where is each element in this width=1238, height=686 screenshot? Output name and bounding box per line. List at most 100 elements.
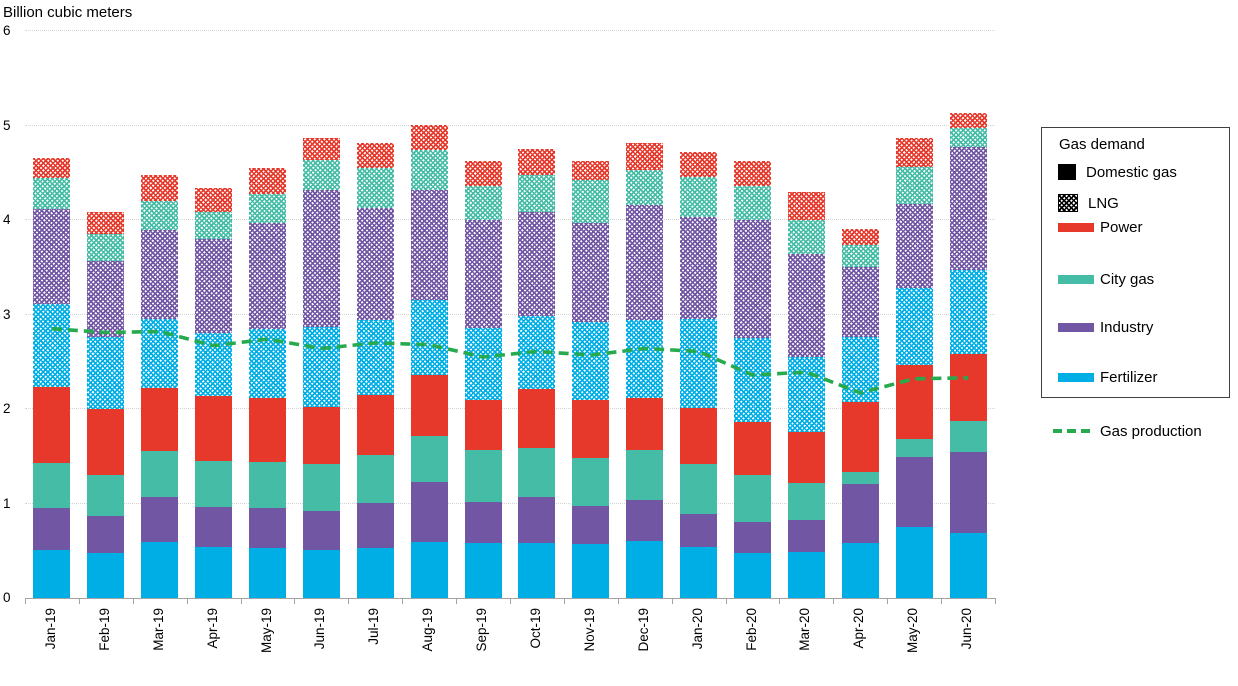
x-axis-tick <box>348 598 350 604</box>
segment-power <box>841 402 879 473</box>
gridline <box>25 408 995 409</box>
bar-Aug-19 <box>410 31 448 598</box>
segment-industry-lng <box>87 260 125 338</box>
legend-item-domestic-gas: Domestic gas <box>1058 164 1177 181</box>
segment-industry <box>410 481 448 543</box>
y-axis-tick-label: 6 <box>3 23 11 38</box>
segment-city-gas <box>464 449 502 502</box>
bar-Sep-19 <box>464 31 502 598</box>
segment-fertilizer-lng <box>680 319 718 409</box>
segment-fertilizer <box>680 547 718 598</box>
legend-item-industry: Industry <box>1058 318 1154 336</box>
segment-city-gas-lng <box>356 168 394 208</box>
legend-label: Industry <box>1100 318 1154 336</box>
segment-fertilizer-lng <box>572 322 610 400</box>
x-axis-tick <box>510 598 511 604</box>
y-axis-tick-label: 4 <box>3 212 11 227</box>
x-axis-label: Jan-20 <box>689 608 705 650</box>
gridline <box>25 313 995 315</box>
bar-Feb-19 <box>87 31 125 598</box>
segment-city-gas <box>734 475 771 522</box>
segment-city-gas-lng <box>518 174 556 213</box>
segment-power-lng <box>410 124 448 151</box>
gridline <box>25 219 995 220</box>
segment-city-gas-lng <box>680 176 718 218</box>
segment-power-lng <box>949 113 987 129</box>
x-axis-tick <box>294 598 296 604</box>
segment-city-gas-lng <box>249 193 286 223</box>
segment-city-gas <box>302 463 340 512</box>
legend-label: City gas <box>1100 270 1155 288</box>
segment-industry-lng <box>518 212 556 317</box>
legend-item-power: Power <box>1058 219 1143 236</box>
plot-area: 0 1 2 3 4 5 6 Jan-19 Feb-19 Mar-19 Apr-19 May-19 Jun… <box>3 23 996 653</box>
segment-power-lng <box>895 137 933 168</box>
segment-city-gas-lng <box>787 220 825 254</box>
segment-power <box>787 431 825 483</box>
x-axis-tick <box>617 598 619 604</box>
segment-power <box>734 422 771 476</box>
bar-Jul-19 <box>356 31 394 598</box>
bar-Jan-20 <box>680 31 718 598</box>
industry-swatch-icon <box>1058 322 1094 332</box>
gas-production-dash-icon <box>1053 429 1093 433</box>
segment-city-gas-lng <box>87 234 125 261</box>
x-axis-label: Apr-19 <box>204 608 220 649</box>
segment-industry-lng <box>895 203 933 288</box>
segment-city-gas-lng <box>949 128 987 148</box>
segment-industry-lng <box>410 189 448 301</box>
x-axis-label: May-19 <box>258 608 274 654</box>
segment-industry <box>787 519 825 552</box>
segment-fertilizer-lng <box>734 338 771 423</box>
segment-city-gas-lng <box>841 244 879 268</box>
segment-city-gas-lng <box>302 159 340 190</box>
x-axis-tick <box>402 598 404 604</box>
segment-city-gas-lng <box>895 167 933 204</box>
x-axis-label: Jun-20 <box>959 608 975 650</box>
y-axis-tick-label: 2 <box>3 401 11 416</box>
segment-industry-lng <box>734 220 771 339</box>
segment-industry-lng <box>356 207 394 321</box>
segment-fertilizer <box>787 551 825 598</box>
y-axis-title: Billion cubic meters <box>3 4 133 21</box>
bar-Dec-19 <box>626 31 664 598</box>
segment-industry-lng <box>949 147 987 271</box>
segment-power-lng <box>33 157 71 178</box>
x-axis-tick <box>887 598 889 604</box>
legend-item-city-gas: City gas <box>1058 270 1155 288</box>
segment-industry-lng <box>680 217 718 320</box>
segment-city-gas-lng <box>626 169 664 205</box>
segment-fertilizer-lng <box>410 300 448 375</box>
segment-fertilizer-lng <box>787 357 825 432</box>
segment-industry <box>195 507 233 547</box>
segment-industry <box>518 496 556 544</box>
segment-power <box>33 387 71 463</box>
segment-power <box>572 399 610 459</box>
segment-industry <box>302 511 340 550</box>
segment-city-gas <box>356 455 394 503</box>
segment-city-gas <box>572 458 610 507</box>
segment-power-lng <box>626 143 664 170</box>
segment-fertilizer-lng <box>841 337 879 403</box>
bar-Mar-19 <box>141 31 179 598</box>
x-axis-tick <box>563 598 565 604</box>
segment-power <box>895 364 933 440</box>
segment-fertilizer <box>464 543 502 598</box>
bar-May-19 <box>249 31 286 598</box>
segment-city-gas <box>841 472 879 484</box>
segment-industry <box>841 483 879 544</box>
segment-industry-lng <box>302 189 340 327</box>
x-axis-tick <box>671 598 673 604</box>
x-axis-label: Feb-20 <box>743 608 759 651</box>
segment-industry-lng <box>787 254 825 357</box>
segment-industry-lng <box>141 230 179 320</box>
segment-power-lng <box>302 137 340 160</box>
segment-fertilizer-lng <box>356 320 394 395</box>
segment-fertilizer <box>949 532 987 598</box>
segment-industry-lng <box>33 208 71 305</box>
segment-power-lng <box>356 143 394 168</box>
bar-Apr-20 <box>841 31 879 598</box>
legend-label: Fertilizer <box>1100 368 1158 386</box>
segment-power <box>141 388 179 451</box>
